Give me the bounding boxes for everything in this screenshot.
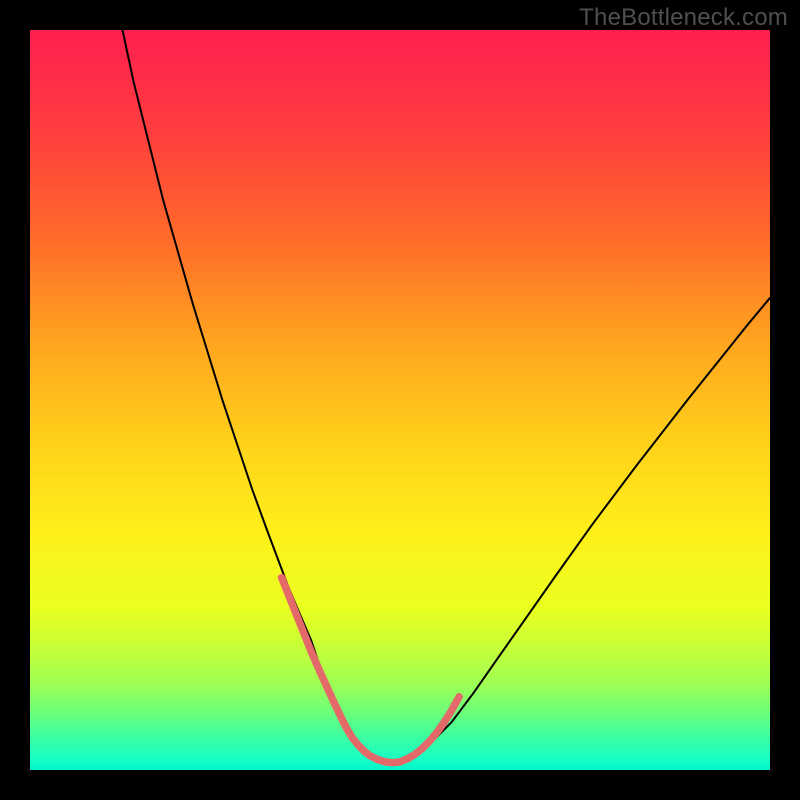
plot-svg (30, 30, 770, 770)
chart-stage: TheBottleneck.com (0, 0, 800, 800)
gradient-background (30, 30, 770, 770)
plot-area (30, 30, 770, 770)
watermark-text: TheBottleneck.com (579, 4, 788, 32)
